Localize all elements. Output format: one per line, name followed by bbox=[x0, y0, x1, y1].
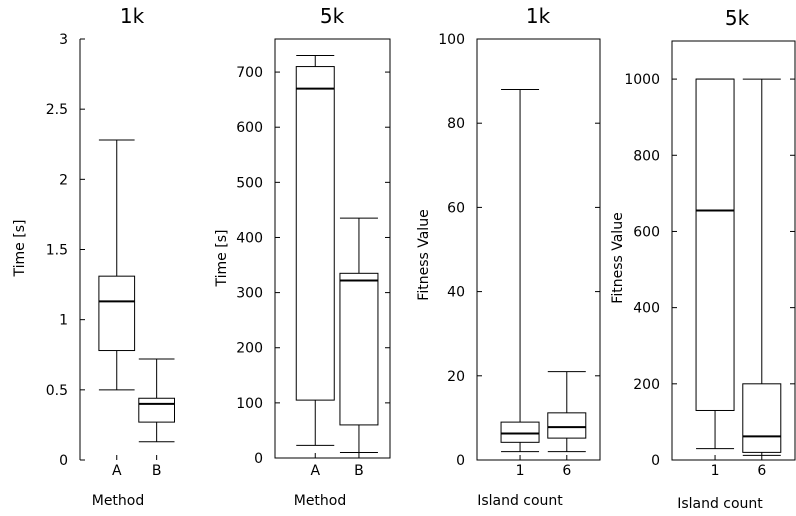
y-tick-label: 20 bbox=[447, 369, 465, 385]
y-tick-label: 200 bbox=[633, 377, 660, 393]
box-1 bbox=[695, 78, 735, 450]
plot-frame bbox=[274, 38, 391, 459]
box-B bbox=[339, 217, 379, 453]
x-tick-label: A bbox=[310, 463, 320, 479]
chart-title: 5k bbox=[320, 4, 345, 28]
x-axis-label: Island count bbox=[477, 493, 563, 509]
iqr-box bbox=[547, 412, 587, 439]
chart-panel-3: 0 20 40 60 80 100 1 6 1k Island count Fitness Valu… bbox=[416, 4, 601, 509]
plot-frame bbox=[476, 38, 601, 461]
chart-panel-4: 0 200 400 600 800 1000 1 6 5k Island count Fitness… bbox=[610, 6, 796, 512]
x-tick-label: B bbox=[152, 463, 162, 479]
y-tick-label: 100 bbox=[438, 32, 465, 48]
iqr-box bbox=[138, 397, 176, 423]
y-tick-label: 1000 bbox=[624, 72, 660, 88]
y-tick-label: 2 bbox=[59, 172, 68, 188]
iqr-box bbox=[742, 383, 782, 453]
x-axis-label: Island count bbox=[677, 496, 763, 512]
x-axis-label: Method bbox=[92, 493, 145, 509]
chart-panel-2: 0 100 200 300 400 500 600 700 A B 5k Method Time [s] bbox=[214, 4, 391, 509]
y-tick-label: 0 bbox=[456, 453, 465, 469]
x-axis-label: Method bbox=[294, 493, 347, 509]
y-tick-label: 500 bbox=[236, 175, 263, 191]
chart-title: 1k bbox=[526, 4, 551, 28]
iqr-box bbox=[695, 78, 735, 411]
y-tick-label: 2.5 bbox=[46, 102, 68, 118]
y-tick-label: 1.5 bbox=[46, 243, 68, 259]
box-A bbox=[295, 55, 335, 446]
y-tick-label: 300 bbox=[236, 286, 263, 302]
x-tick-label: A bbox=[112, 463, 122, 479]
box-A bbox=[98, 139, 136, 391]
x-tick-label: B bbox=[354, 463, 364, 479]
iqr-box bbox=[339, 272, 379, 426]
y-tick-label: 400 bbox=[236, 230, 263, 246]
iqr-box bbox=[295, 66, 335, 401]
y-tick-label: 800 bbox=[633, 148, 660, 164]
y-tick-label: 40 bbox=[447, 285, 465, 301]
plot-frame bbox=[671, 40, 796, 461]
y-tick-label: 3 bbox=[59, 32, 68, 48]
box-1 bbox=[500, 89, 540, 453]
chart-title: 5k bbox=[725, 6, 750, 30]
y-tick-label: 60 bbox=[447, 200, 465, 216]
box-6 bbox=[547, 371, 587, 453]
y-tick-label: 600 bbox=[236, 120, 263, 136]
y-axis-label: Fitness Value bbox=[416, 209, 432, 300]
x-tick-label: 6 bbox=[757, 463, 766, 479]
x-tick-label: 1 bbox=[711, 463, 720, 479]
iqr-box bbox=[500, 421, 540, 443]
box-B bbox=[138, 358, 176, 443]
y-tick-label: 0 bbox=[254, 451, 263, 467]
chart-title: 1k bbox=[120, 4, 145, 28]
y-tick-label: 400 bbox=[633, 301, 660, 317]
y-tick-label: 80 bbox=[447, 116, 465, 132]
x-tick-label: 1 bbox=[516, 463, 525, 479]
iqr-box bbox=[98, 275, 136, 352]
y-axis-label: Time [s] bbox=[12, 220, 28, 278]
box-6 bbox=[742, 78, 782, 456]
x-tick-label: 6 bbox=[562, 463, 571, 479]
y-axis-label: Time [s] bbox=[214, 230, 230, 288]
y-tick-label: 200 bbox=[236, 341, 263, 357]
y-tick-label: 100 bbox=[236, 396, 263, 412]
y-tick-label: 700 bbox=[236, 65, 263, 81]
y-tick-label: 600 bbox=[633, 224, 660, 240]
y-axis-label: Fitness Value bbox=[610, 212, 626, 303]
y-tick-label: 0 bbox=[651, 453, 660, 469]
chart-panel-1: 0 0.5 1 1.5 2 2.5 3 A B 1k Method Time [s] bbox=[12, 4, 176, 509]
y-tick-label: 0 bbox=[59, 453, 68, 469]
y-tick-label: 0.5 bbox=[46, 383, 68, 399]
y-tick-label: 1 bbox=[59, 313, 68, 329]
